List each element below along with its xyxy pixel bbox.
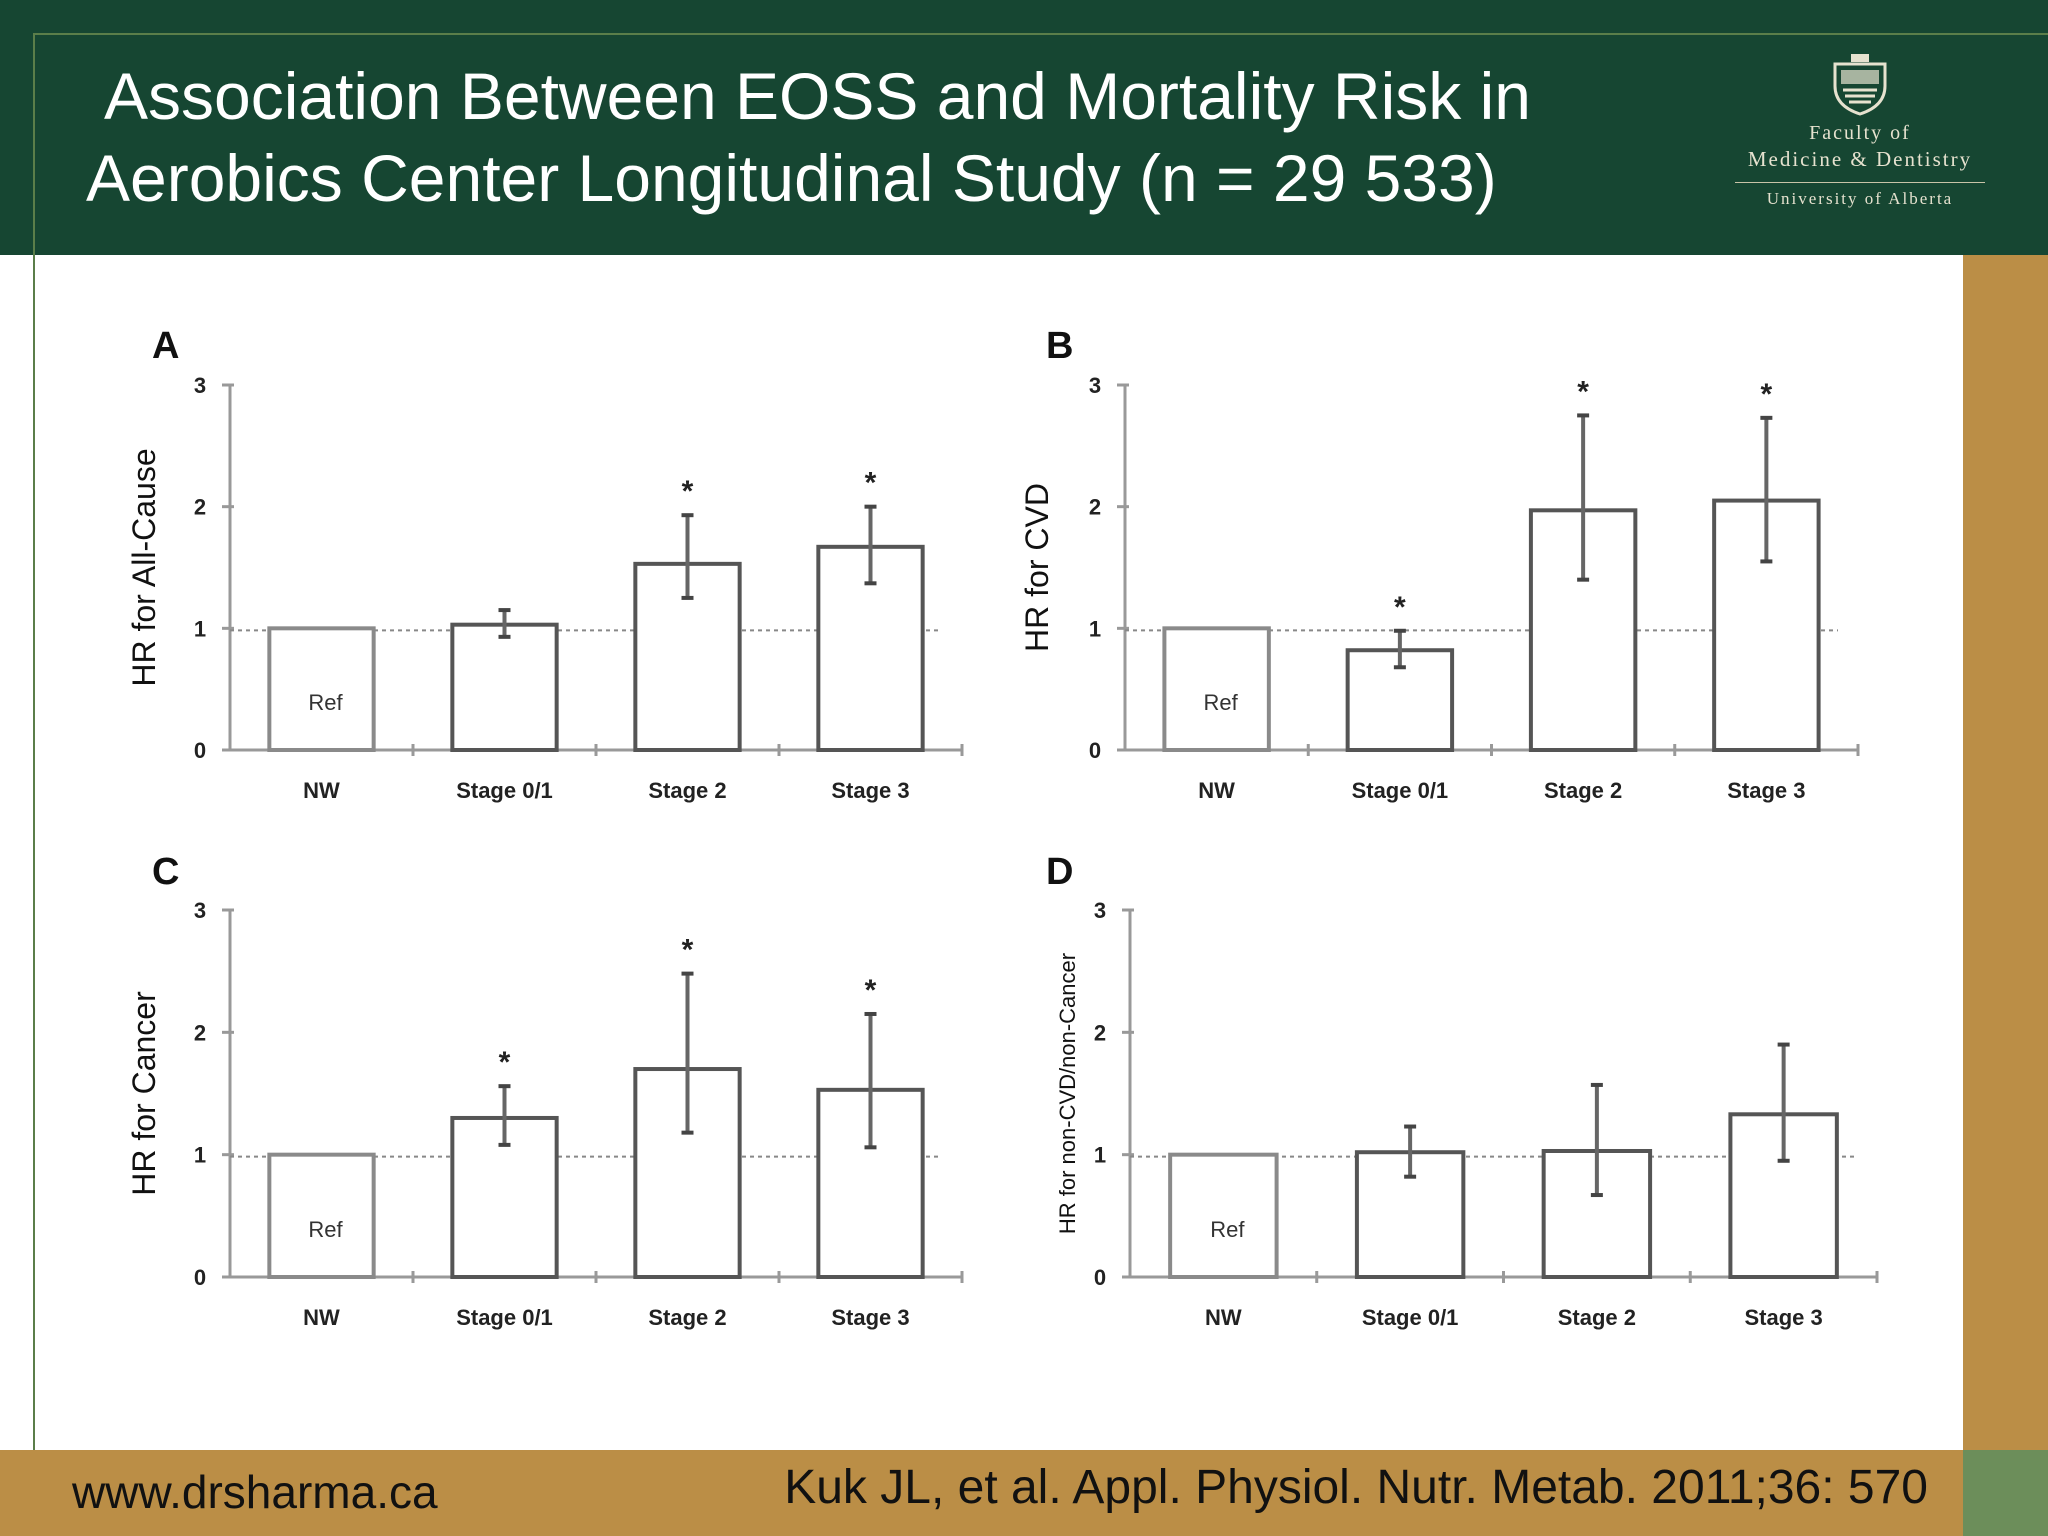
chart-b-y-tick-label: 1: [1089, 616, 1101, 641]
chart-c-y-tick-label: 3: [194, 898, 206, 923]
chart-b-y-tick-label: 0: [1089, 738, 1101, 763]
chart-c-significance-marker: *: [499, 1046, 511, 1079]
logo-divider: [1735, 182, 1985, 183]
slide-header: [0, 0, 2048, 255]
chart-d-panel-label: D: [1046, 851, 1073, 893]
chart-a-bar: [450, 622, 559, 753]
chart-b-y-tick-label: 3: [1089, 373, 1101, 398]
side-accent-green: [1963, 1450, 2048, 1536]
chart-a-y-tick-label: 3: [194, 373, 206, 398]
chart-c-bar: [633, 1067, 742, 1279]
chart-b-panel-label: B: [1046, 325, 1073, 367]
header-rule: [34, 33, 2048, 35]
logo-faculty-text: Faculty of: [1809, 122, 1911, 144]
chart-a-y-tick-label: 2: [194, 495, 206, 520]
chart-b-y-axis-title: HR for CVD: [1019, 483, 1055, 652]
chart-b-category-label: Stage 2: [1544, 778, 1622, 803]
chart-a-panel-label: A: [152, 325, 179, 367]
chart-d-y-tick-label: 3: [1094, 898, 1106, 923]
chart-d-y-tick-label: 1: [1094, 1143, 1106, 1168]
chart-c-ref-label: Ref: [308, 1217, 343, 1242]
chart-b-bar: [1162, 626, 1271, 752]
logo-university-text: University of Alberta: [1766, 189, 1954, 208]
chart-a-significance-marker: *: [682, 475, 694, 508]
chart-c-y-tick-label: 0: [194, 1265, 206, 1290]
chart-c-y-tick-label: 1: [194, 1143, 206, 1168]
chart-d-y-tick-label: 0: [1094, 1265, 1106, 1290]
chart-c-significance-marker: *: [865, 974, 877, 1007]
crest-icon: [1833, 54, 1887, 116]
chart-d-category-label: NW: [1205, 1305, 1242, 1330]
chart-a-y-tick-label: 0: [194, 738, 206, 763]
chart-c-y-axis-title: HR for Cancer: [126, 991, 162, 1196]
chart-b-ref-label: Ref: [1204, 690, 1239, 715]
chart-d-category-label: Stage 0/1: [1362, 1305, 1459, 1330]
chart-a-bar: [267, 626, 376, 752]
chart-a-category-label: Stage 2: [648, 778, 726, 803]
chart-d-ref-label: Ref: [1210, 1217, 1245, 1242]
chart-d-bar: [1168, 1152, 1279, 1279]
chart-a-y-tick-label: 1: [194, 616, 206, 641]
chart-c-panel-label: C: [152, 851, 179, 893]
chart-a-ref-label: Ref: [308, 690, 343, 715]
title-line-2: Aerobics Center Longitudinal Study (n = …: [86, 141, 1497, 215]
chart-b-significance-marker: *: [1394, 591, 1406, 624]
chart-c-significance-marker: *: [682, 934, 694, 967]
chart-a-category-label: Stage 0/1: [456, 778, 553, 803]
chart-a-y-axis-title: HR for All-Cause: [126, 448, 162, 686]
frame-rule-left: [33, 33, 35, 1453]
chart-c-bar: [267, 1152, 376, 1279]
chart-a-bar: [633, 561, 742, 752]
chart-a-category-label: NW: [303, 778, 340, 803]
chart-d-y-axis-title: HR for non-CVD/non-Cancer: [1055, 953, 1080, 1234]
university-logo: Faculty of Medicine & Dentistry Universi…: [1720, 50, 2000, 230]
footer-website-link[interactable]: www.drsharma.ca: [72, 1466, 438, 1518]
chart-b-category-label: NW: [1198, 778, 1235, 803]
chart-c-y-tick-label: 2: [194, 1020, 206, 1045]
footer-citation: Kuk JL, et al. Appl. Physiol. Nutr. Meta…: [784, 1461, 1928, 1514]
slide-footer: [0, 1450, 1963, 1536]
chart-b-category-label: Stage 3: [1727, 778, 1805, 803]
chart-c-category-label: Stage 2: [648, 1305, 726, 1330]
chart-c-category-label: Stage 0/1: [456, 1305, 553, 1330]
chart-d-y-tick-label: 2: [1094, 1020, 1106, 1045]
chart-c-category-label: Stage 3: [831, 1305, 909, 1330]
chart-b-category-label: Stage 0/1: [1352, 778, 1449, 803]
slide-title: Association Between EOSS and Mortality R…: [86, 55, 1646, 219]
chart-b-significance-marker: *: [1761, 378, 1773, 411]
chart-b-significance-marker: *: [1577, 375, 1589, 408]
title-line-1: Association Between EOSS and Mortality R…: [104, 59, 1531, 133]
logo-department-text: Medicine & Dentistry: [1747, 147, 1973, 171]
chart-d-category-label: Stage 3: [1744, 1305, 1822, 1330]
chart-a-category-label: Stage 3: [831, 778, 909, 803]
chart-d-category-label: Stage 2: [1558, 1305, 1636, 1330]
chart-b-y-tick-label: 2: [1089, 495, 1101, 520]
chart-a-significance-marker: *: [865, 467, 877, 500]
side-accent-gold: [1963, 255, 2048, 1450]
chart-c-category-label: NW: [303, 1305, 340, 1330]
